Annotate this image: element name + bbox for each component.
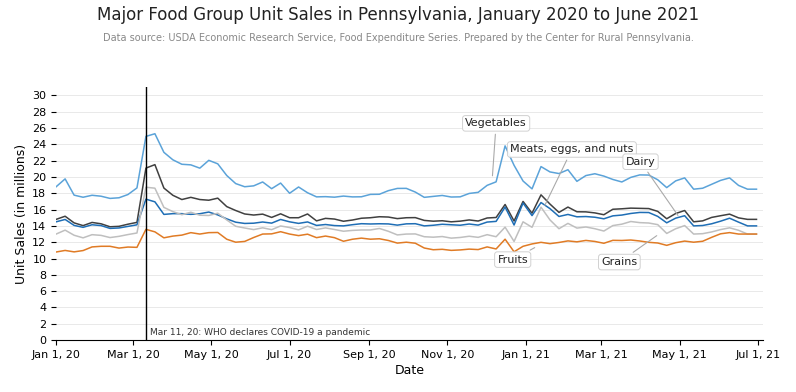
Y-axis label: Unit Sales (in millions): Unit Sales (in millions) bbox=[15, 143, 28, 284]
Text: Dairy: Dairy bbox=[626, 157, 678, 216]
X-axis label: Date: Date bbox=[395, 364, 424, 377]
Text: Mar 11, 20: WHO declares COVID-19 a pandemic: Mar 11, 20: WHO declares COVID-19 a pand… bbox=[150, 328, 370, 337]
Text: Meats, eggs, and nuts: Meats, eggs, and nuts bbox=[510, 145, 634, 205]
Text: Grains: Grains bbox=[601, 236, 657, 267]
Text: Fruits: Fruits bbox=[498, 248, 535, 265]
Text: Major Food Group Unit Sales in Pennsylvania, January 2020 to June 2021: Major Food Group Unit Sales in Pennsylva… bbox=[97, 6, 699, 24]
Text: Vegetables: Vegetables bbox=[466, 118, 527, 176]
Text: Data source: USDA Economic Research Service, Food Expenditure Series. Prepared b: Data source: USDA Economic Research Serv… bbox=[103, 33, 693, 44]
